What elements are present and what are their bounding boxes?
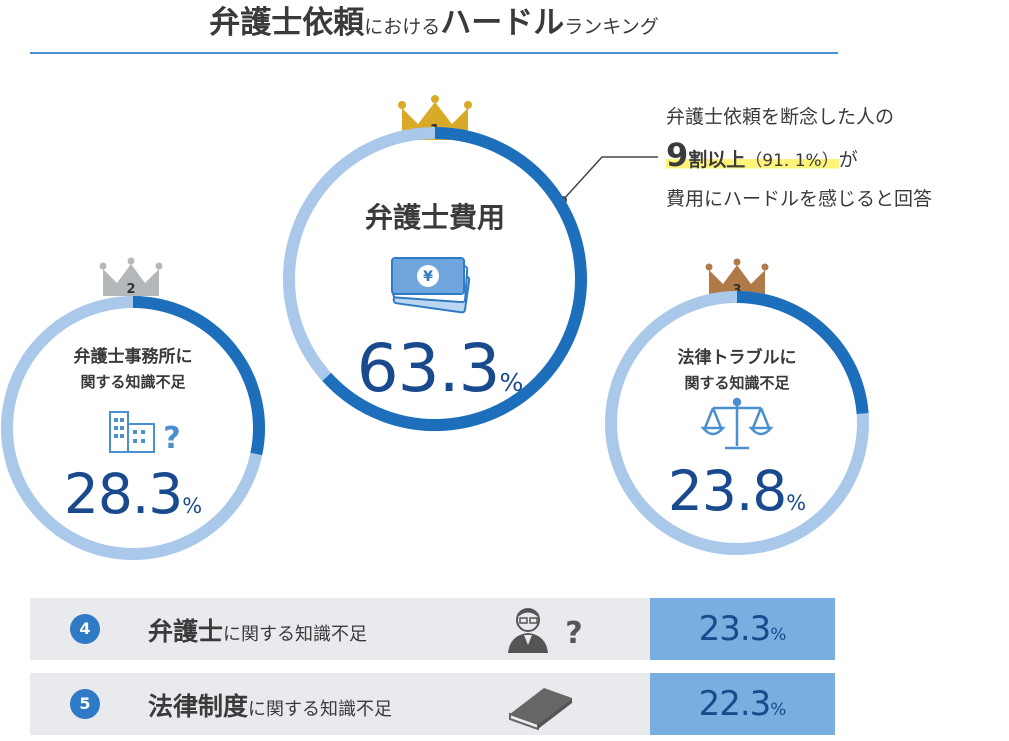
ranking-row-4: 4 弁護士に関する知識不足 ? 23.3% <box>30 598 835 660</box>
value-rank-2-number: 28.3 <box>63 462 183 526</box>
title-part-4: ランキング <box>564 16 659 38</box>
title-part-3: ハードル <box>440 5 565 41</box>
row-5-label-rest: に関する知識不足 <box>248 699 393 720</box>
scales-icon <box>700 397 774 450</box>
value-rank-3: 23.8% <box>634 459 840 523</box>
value-rank-2: 28.3% <box>30 462 236 526</box>
callout-line-3: 費用にハードルを感じると回答 <box>666 188 933 210</box>
callout-note: 弁護士依頼を断念した人の 9割以上（91. 1%）が 費用にハードルを感じると回… <box>666 98 1006 218</box>
row-5-rank-badge: 5 <box>70 689 100 719</box>
svg-text:?: ? <box>565 616 582 651</box>
row-4-value-number: 23.3 <box>698 609 772 649</box>
row-4-value: 23.3% <box>650 598 835 660</box>
svg-text:?: ? <box>163 421 180 456</box>
circle-label-rank-1-line: 弁護士費用 <box>364 201 505 234</box>
lawyer-question-icon: ? <box>508 608 583 653</box>
row-5-label-bold: 法律制度 <box>148 692 249 721</box>
value-rank-1-number: 63.3 <box>356 330 501 407</box>
callout-mid-text: 割以上 <box>688 149 746 171</box>
page-title: 弁護士依頼におけるハードルランキング <box>30 0 838 54</box>
donut-arc-rank-2 <box>132 296 265 456</box>
callout-line-1: 弁護士依頼を断念した人の <box>666 106 895 128</box>
callout-connector <box>562 156 658 201</box>
circle-label-rank-3: 法律トラブルに 関する知識不足 <box>637 346 837 396</box>
title-part-2: における <box>364 16 441 38</box>
book-icon <box>509 688 572 730</box>
value-rank-3-number: 23.8 <box>667 459 787 523</box>
crown-icon-rank-3: 3 <box>705 258 769 298</box>
callout-highlight: 9割以上（91. 1%） <box>666 136 839 174</box>
office-building-question-icon: ? <box>109 411 181 456</box>
percent-sign: % <box>770 625 787 645</box>
circle-label-rank-3-line-1: 法律トラブルに <box>677 348 797 368</box>
row-5-label: 法律制度に関する知識不足 <box>148 687 392 723</box>
circle-label-rank-2: 弁護士事務所に 関する知識不足 <box>33 345 233 395</box>
callout-line-2: 9割以上（91. 1%）が <box>666 136 1006 180</box>
donut-arc-rank-3 <box>736 291 869 414</box>
percent-sign: % <box>770 700 787 720</box>
circle-label-rank-1: 弁護士費用 <box>335 196 535 236</box>
ranking-row-5: 5 法律制度に関する知識不足 22.3% <box>30 673 835 735</box>
svg-text:¥: ¥ <box>423 269 433 285</box>
circle-label-rank-3-line-2: 関する知識不足 <box>684 374 790 392</box>
callout-end-text: が <box>838 149 858 171</box>
callout-big-number: 9 <box>666 136 689 174</box>
percent-sign: % <box>786 491 807 515</box>
row-4-rank-badge: 4 <box>70 614 100 644</box>
callout-paren-text: （91. 1%） <box>745 151 839 171</box>
row-4-label: 弁護士に関する知識不足 <box>148 612 367 648</box>
donut-arc-rank-1 <box>322 127 587 431</box>
percent-sign: % <box>182 494 203 518</box>
circle-label-rank-2-line-1: 弁護士事務所に <box>73 347 193 367</box>
rank-3-number: 3 <box>732 283 741 298</box>
crown-icon-rank-2: 2 <box>99 257 163 297</box>
row-4-label-rest: に関する知識不足 <box>223 624 368 645</box>
percent-sign: % <box>499 368 524 397</box>
row-5-value-number: 22.3 <box>698 684 772 724</box>
title-part-1: 弁護士依頼 <box>209 5 365 41</box>
circle-label-rank-2-line-2: 関する知識不足 <box>80 373 186 391</box>
value-rank-1: 63.3% <box>320 330 560 407</box>
row-4-label-bold: 弁護士 <box>148 617 224 646</box>
row-5-value: 22.3% <box>650 673 835 735</box>
yen-bills-icon: ¥ <box>391 257 471 314</box>
rank-2-number: 2 <box>126 282 135 297</box>
